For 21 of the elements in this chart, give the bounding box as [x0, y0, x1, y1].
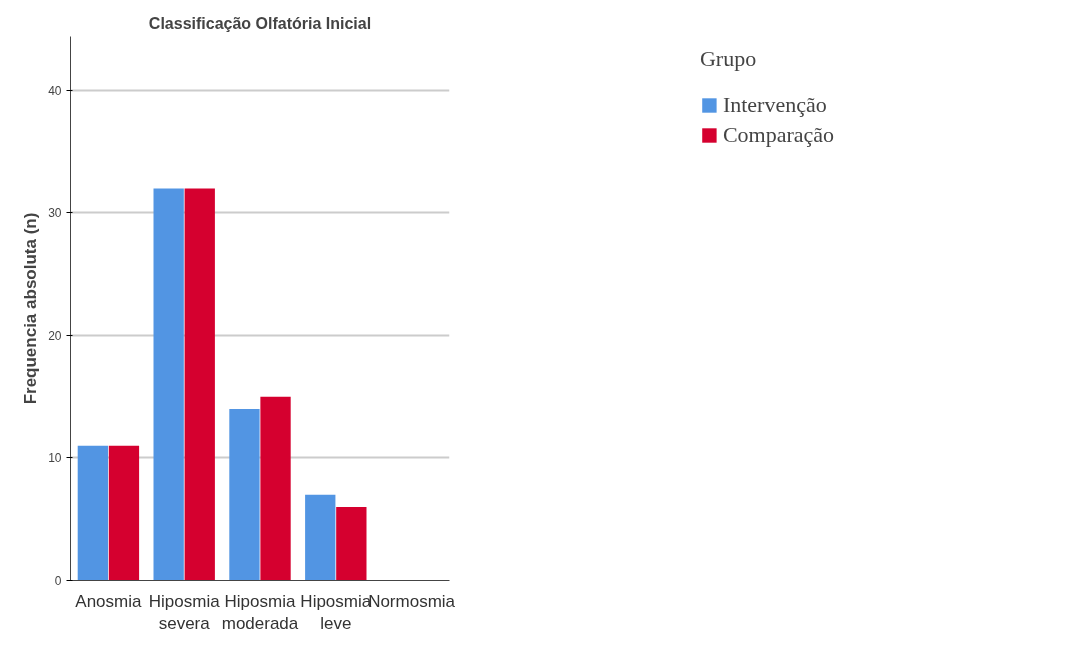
chart-title: Classificação Olfatória Inicial — [148, 14, 372, 32]
y-tick-label: 20 — [48, 328, 62, 343]
bar — [77, 445, 109, 581]
y-tick-label: 0 — [54, 574, 62, 588]
bar — [229, 408, 260, 581]
legend-label: Intervenção — [722, 92, 827, 118]
bar — [184, 188, 215, 581]
y-tick-label: 10 — [48, 451, 62, 466]
y-axis-title: Frequencia absoluta (n) — [21, 212, 41, 405]
bar — [336, 506, 367, 581]
x-tick-label: Hiposmia severa — [148, 591, 221, 634]
bar — [260, 396, 291, 581]
bar — [108, 445, 140, 581]
bar — [305, 494, 336, 581]
legend-title: Grupo — [699, 46, 758, 72]
legend-label: Comparação — [722, 122, 835, 148]
y-tick-label: 30 — [48, 206, 62, 221]
x-tick-label: Hiposmia moderada — [221, 591, 299, 634]
x-tick-label: Anosmia — [75, 591, 143, 611]
y-tick-label: 40 — [48, 83, 62, 98]
bar — [153, 188, 184, 581]
